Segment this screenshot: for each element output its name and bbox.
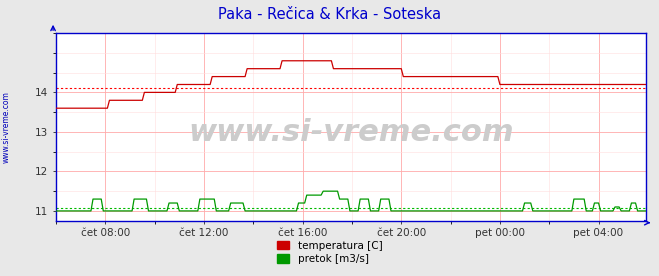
Text: www.si-vreme.com: www.si-vreme.com — [188, 118, 514, 147]
Text: www.si-vreme.com: www.si-vreme.com — [2, 91, 11, 163]
Text: Paka - Rečica & Krka - Soteska: Paka - Rečica & Krka - Soteska — [218, 7, 441, 22]
Legend: temperatura [C], pretok [m3/s]: temperatura [C], pretok [m3/s] — [273, 237, 386, 268]
